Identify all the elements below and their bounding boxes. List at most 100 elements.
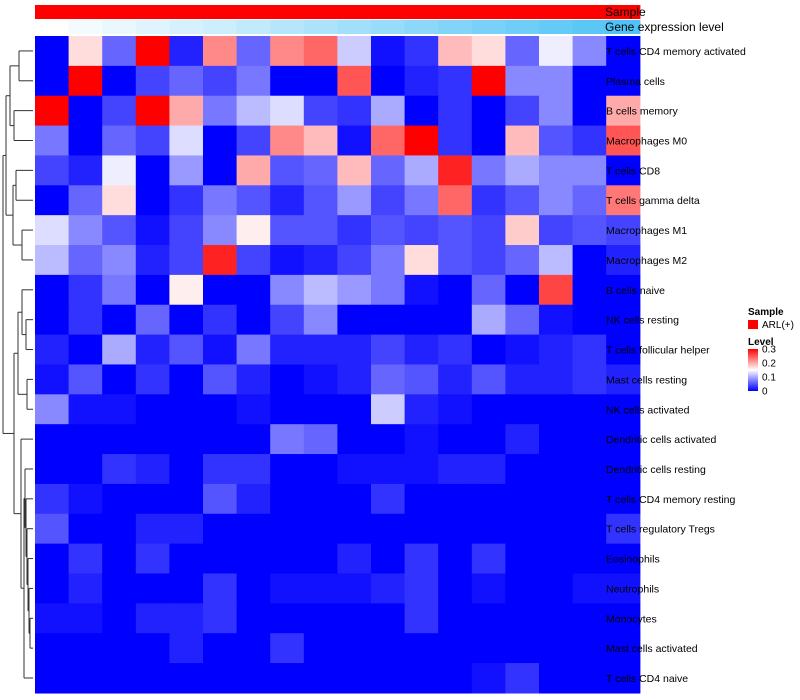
heatmap-cell bbox=[505, 454, 540, 485]
heatmap-cell bbox=[270, 663, 305, 694]
annotation-label-sample: Sample bbox=[605, 5, 646, 19]
heatmap-cell bbox=[169, 633, 204, 664]
heatmap-cell bbox=[68, 483, 103, 515]
heatmap-cell bbox=[606, 95, 641, 127]
heatmap-cell bbox=[337, 185, 372, 216]
heatmap-cell bbox=[404, 454, 439, 485]
row-label: NK cells activated bbox=[606, 404, 690, 416]
sample-annotation-cell bbox=[606, 5, 641, 19]
heatmap-cell bbox=[135, 573, 170, 604]
heatmap-cell bbox=[303, 513, 338, 545]
heatmap-cell bbox=[572, 304, 607, 336]
legend: Sample ARL(+) Level 0.3 0.2 0.1 0 bbox=[748, 307, 794, 398]
heatmap-cell bbox=[35, 633, 70, 664]
heatmap-cell bbox=[169, 483, 204, 515]
heatmap-cell bbox=[471, 513, 506, 545]
heatmap-cell bbox=[404, 513, 439, 545]
heatmap-cell bbox=[438, 155, 473, 186]
heatmap-cell bbox=[303, 36, 338, 67]
heatmap-cell bbox=[572, 65, 607, 97]
heatmap-cell bbox=[539, 36, 574, 67]
row-label: Dendritic cells activated bbox=[606, 434, 716, 446]
heatmap-cell bbox=[337, 513, 372, 545]
heatmap-cell bbox=[236, 245, 271, 276]
heatmap-cell bbox=[270, 543, 305, 575]
heatmap-cell bbox=[236, 424, 271, 455]
heatmap-cell bbox=[270, 245, 305, 276]
legend-tick-label: 0.1 bbox=[762, 373, 776, 384]
heatmap-cell bbox=[371, 274, 406, 306]
heatmap-cell bbox=[371, 304, 406, 336]
heatmap-cell bbox=[404, 334, 439, 366]
heatmap-cell bbox=[438, 215, 473, 246]
heatmap-cell bbox=[203, 36, 238, 67]
heatmap-cell bbox=[203, 424, 238, 455]
heatmap-cell bbox=[404, 633, 439, 664]
heatmap-cell bbox=[303, 125, 338, 157]
heatmap-cell bbox=[606, 633, 641, 664]
heatmap-cell bbox=[337, 215, 372, 246]
heatmap-cell bbox=[438, 36, 473, 67]
heatmap-cell bbox=[35, 543, 70, 575]
heatmap-cell bbox=[169, 454, 204, 485]
heatmap-cell bbox=[270, 274, 305, 306]
heatmap-cell bbox=[539, 95, 574, 127]
row-label: B cells naive bbox=[606, 285, 665, 297]
heatmap-cell bbox=[505, 483, 540, 515]
heatmap-cell bbox=[68, 185, 103, 216]
heatmap-cell bbox=[505, 304, 540, 336]
heatmap-cell bbox=[203, 155, 238, 186]
heatmap-cell bbox=[539, 215, 574, 246]
heatmap-cell bbox=[236, 304, 271, 336]
row-dendrogram bbox=[2, 50, 33, 679]
heatmap-cell bbox=[438, 663, 473, 694]
expression-annotation-cell bbox=[337, 20, 372, 34]
heatmap-cell bbox=[337, 36, 372, 67]
heatmap-cell bbox=[337, 454, 372, 485]
heatmap-cell bbox=[236, 603, 271, 634]
heatmap-cell bbox=[371, 215, 406, 246]
heatmap-cell bbox=[371, 543, 406, 575]
heatmap-cell bbox=[337, 125, 372, 157]
heatmap-cell bbox=[606, 65, 641, 97]
heatmap-cell bbox=[236, 155, 271, 186]
heatmap-cell bbox=[438, 364, 473, 395]
heatmap-cell bbox=[438, 185, 473, 216]
sample-annotation-cell bbox=[438, 5, 473, 19]
heatmap-cell bbox=[135, 304, 170, 336]
heatmap-cell bbox=[35, 424, 70, 455]
heatmap-cell bbox=[404, 155, 439, 186]
heatmap-cell bbox=[337, 95, 372, 127]
heatmap-cell bbox=[438, 394, 473, 425]
heatmap-cell bbox=[471, 603, 506, 634]
heatmap-cell bbox=[505, 334, 540, 366]
heatmap-cell bbox=[572, 424, 607, 455]
heatmap-cell bbox=[572, 245, 607, 276]
heatmap-cell bbox=[68, 155, 103, 186]
heatmap-cell bbox=[102, 95, 137, 127]
heatmap-cell bbox=[505, 125, 540, 157]
heatmap-cell bbox=[606, 334, 641, 366]
heatmap-cell bbox=[303, 633, 338, 664]
heatmap-cell bbox=[371, 424, 406, 455]
heatmap-cell bbox=[572, 185, 607, 216]
heatmap-cell bbox=[404, 573, 439, 604]
heatmap-cell bbox=[539, 245, 574, 276]
heatmap-cell bbox=[102, 185, 137, 216]
sample-annotation-cell bbox=[539, 5, 574, 19]
heatmap-cell bbox=[337, 274, 372, 306]
legend-tick-label: 0 bbox=[762, 387, 768, 398]
heatmap-cell bbox=[606, 274, 641, 306]
heatmap-cell bbox=[539, 185, 574, 216]
heatmap-cell bbox=[303, 274, 338, 306]
heatmap-cell bbox=[606, 364, 641, 395]
heatmap-cell bbox=[404, 663, 439, 694]
heatmap-cell bbox=[606, 543, 641, 575]
heatmap-cells bbox=[35, 36, 641, 694]
heatmap-cell bbox=[471, 185, 506, 216]
heatmap-cell bbox=[438, 424, 473, 455]
heatmap-cell bbox=[471, 95, 506, 127]
heatmap-cell bbox=[572, 543, 607, 575]
row-label: Macrophages M1 bbox=[606, 225, 687, 237]
